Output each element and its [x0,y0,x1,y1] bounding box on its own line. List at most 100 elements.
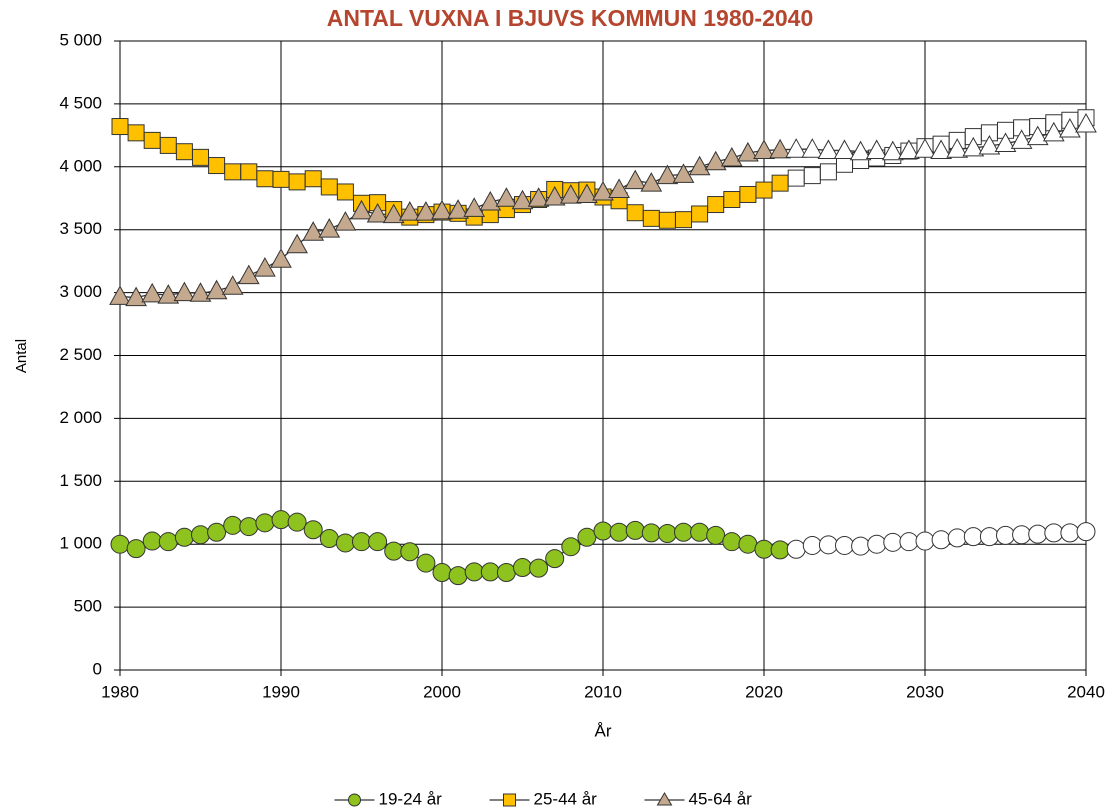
marker [690,522,710,542]
y-tick-label: 500 [74,597,102,616]
marker [239,517,259,537]
marker [691,205,709,223]
marker [255,513,275,533]
marker [366,202,389,223]
marker [415,201,437,221]
marker [994,132,1017,153]
marker [382,203,405,224]
marker [192,148,209,166]
marker [641,523,661,543]
y-tick-label: 0 [93,659,102,678]
marker [447,199,469,219]
marker [142,531,162,551]
marker [707,196,725,214]
marker [1075,112,1097,133]
marker [384,541,404,561]
legend-marker [503,793,516,807]
y-tick-label: 3 500 [59,219,102,238]
marker [495,187,518,207]
marker [479,190,502,211]
legend-marker [348,793,361,807]
marker [224,163,242,181]
marker [674,522,693,542]
marker [755,181,773,199]
y-tick-label: 4 500 [59,93,102,112]
x-tick-label: 1980 [101,682,139,701]
marker [914,138,936,158]
marker [930,139,952,159]
marker [319,529,339,549]
marker [110,534,130,554]
marker [803,167,821,185]
legend-label: 25-44 år [534,789,598,808]
marker [672,163,695,183]
marker [141,282,164,303]
x-tick-label: 2020 [745,682,783,701]
marker [819,163,837,181]
marker [996,525,1015,545]
marker [464,562,484,582]
marker [1026,125,1049,146]
legend-label: 19-24 år [379,789,443,808]
marker [286,233,308,254]
marker [754,539,774,559]
marker [817,139,840,159]
marker [270,248,292,268]
marker [496,563,516,583]
marker [511,189,534,210]
y-tick-label: 1 500 [59,471,102,490]
marker [915,531,935,551]
marker [208,157,226,175]
marker [787,169,805,187]
marker [480,562,500,582]
marker [883,532,903,552]
marker [303,520,323,540]
x-tick-label: 2040 [1067,682,1105,701]
marker [431,199,453,220]
marker [785,138,808,158]
marker [865,139,888,159]
marker [640,172,663,192]
marker [1010,129,1033,149]
marker [979,527,999,547]
legend-marker [656,792,673,806]
legend-label: 45-64 år [689,789,753,808]
x-tick-label: 2010 [584,682,622,701]
x-tick-label: 1990 [262,682,300,701]
marker [513,557,532,577]
marker [336,183,354,201]
marker [368,532,388,552]
marker [723,191,741,209]
marker [416,553,436,573]
marker [1059,118,1081,138]
marker [159,136,177,154]
marker [543,185,566,206]
marker [769,138,791,159]
marker [352,532,371,552]
marker [1042,121,1065,142]
marker [205,279,228,300]
marker [946,138,969,158]
marker [320,178,338,196]
marker [559,184,582,204]
marker [720,146,743,167]
marker [334,211,357,231]
marker [786,539,806,559]
marker [302,221,325,241]
marker [931,530,951,550]
y-tick-label: 4 000 [59,156,102,175]
marker [221,275,244,295]
marker [576,183,598,203]
marker [688,155,711,176]
marker [738,534,758,554]
marker [109,285,131,305]
marker [947,528,967,548]
y-tick-label: 2 000 [59,408,102,427]
marker [802,535,822,555]
marker [1012,525,1032,545]
marker [849,140,872,161]
x-tick-label: 2000 [423,682,461,701]
marker [835,535,854,555]
marker [237,264,260,285]
